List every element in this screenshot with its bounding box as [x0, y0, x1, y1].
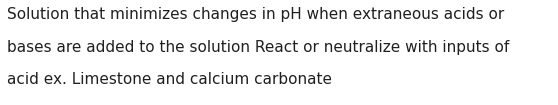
- Text: acid ex. Limestone and calcium carbonate: acid ex. Limestone and calcium carbonate: [7, 72, 331, 87]
- Text: Solution that minimizes changes in pH when extraneous acids or: Solution that minimizes changes in pH wh…: [7, 7, 504, 22]
- Text: bases are added to the solution React or neutralize with inputs of: bases are added to the solution React or…: [7, 40, 509, 55]
